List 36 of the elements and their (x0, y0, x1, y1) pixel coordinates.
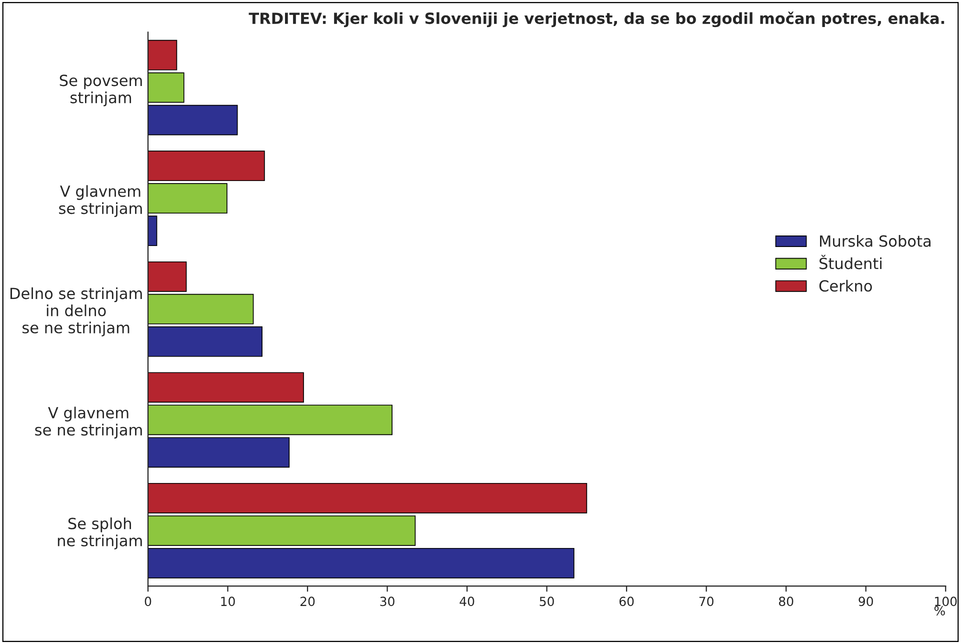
bar (148, 261, 187, 292)
x-tick-label: 80 (778, 596, 794, 606)
legend-label: Murska Sobota (820, 234, 930, 247)
bar (148, 437, 290, 468)
bar (148, 183, 228, 214)
bar (148, 150, 265, 182)
x-tick-label: 0 (144, 596, 152, 606)
x-tick-label: 70 (699, 596, 714, 606)
bar (148, 548, 574, 578)
y-tick-label: V glavnem se strinjam (59, 185, 142, 218)
bar (148, 326, 262, 357)
bar (148, 294, 254, 324)
bar (148, 216, 158, 246)
bar (148, 372, 304, 403)
legend-label: Cerkno (819, 280, 872, 292)
legend-label: Študenti (820, 254, 882, 270)
x-axis-title: % (934, 606, 945, 616)
bar (148, 482, 588, 514)
y-tick-label: Delno se strinjam in delno se ne strinjam (10, 287, 142, 336)
bar (148, 404, 392, 436)
bar (148, 40, 178, 70)
x-tick-label: 50 (540, 596, 554, 606)
x-tick-label: 60 (619, 596, 634, 606)
bar (148, 515, 416, 546)
x-tick-label: 40 (460, 596, 474, 606)
y-tick-label: V glavnem se ne strinjam (35, 406, 142, 439)
x-tick-label: 90 (858, 596, 873, 606)
bar (148, 104, 238, 136)
x-tick-label: 20 (300, 596, 315, 606)
y-tick-label: Se sploh ne strinjam (58, 517, 142, 550)
x-tick-label: 100 (935, 596, 957, 606)
y-tick-label: Se povsem strinjam (60, 74, 142, 106)
x-tick-label: 10 (221, 596, 235, 606)
x-tick-label: 30 (380, 596, 394, 606)
bar (148, 72, 184, 103)
chart-title: TRDITEV: Kjer koli v Sloveniji je verjetnost, da se bo zgodil močan potres, enaka. (248, 12, 944, 28)
